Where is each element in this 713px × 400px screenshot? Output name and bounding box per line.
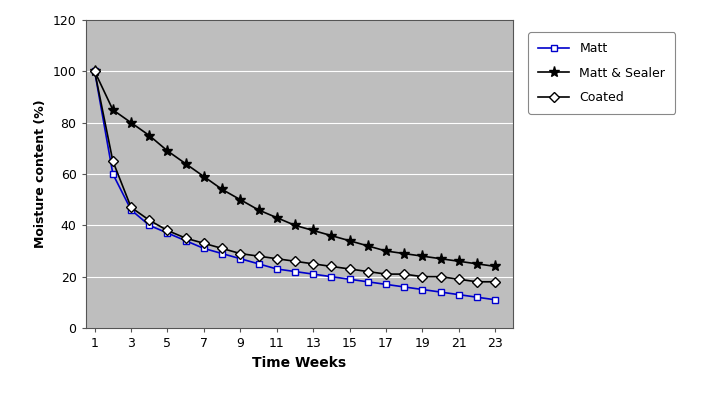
Legend: Matt, Matt & Sealer, Coated: Matt, Matt & Sealer, Coated — [528, 32, 675, 114]
Y-axis label: Moisture content (%): Moisture content (%) — [34, 100, 47, 248]
X-axis label: Time Weeks: Time Weeks — [252, 356, 347, 370]
